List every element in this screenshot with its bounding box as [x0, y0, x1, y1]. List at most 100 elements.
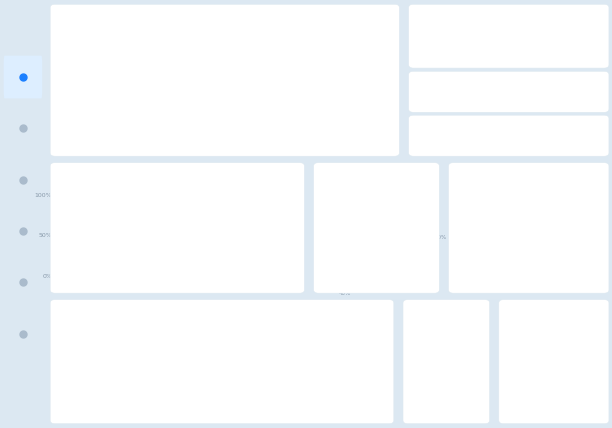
Text: Annual Information: Annual Information [53, 305, 167, 315]
Text: ▲: ▲ [101, 85, 108, 95]
Text: Wallet: Wallet [449, 9, 498, 23]
Text: 36: 36 [274, 76, 282, 81]
Bar [364, 400, 377, 407]
Bar [248, 102, 254, 133]
Bar [219, 81, 225, 133]
FancyBboxPatch shape [314, 107, 335, 129]
Bar [490, 199, 498, 280]
Text: 86: 86 [416, 355, 427, 364]
FancyBboxPatch shape [414, 9, 441, 29]
Bar [148, 396, 162, 407]
Text: 76%: 76% [86, 64, 132, 83]
Polygon shape [345, 202, 415, 270]
Text: Jan: Jan [188, 138, 203, 147]
Bar [175, 345, 188, 407]
Text: Real Time Visualization In Minutes: Real Time Visualization In Minutes [172, 169, 263, 174]
Wedge shape [76, 42, 147, 118]
Bar [506, 371, 518, 415]
Bar [310, 371, 323, 407]
Bar [67, 360, 81, 407]
Text: Feb: Feb [215, 138, 234, 147]
Text: 3: 3 [206, 13, 215, 27]
Bar [210, 102, 215, 133]
Text: 83%: 83% [456, 397, 468, 401]
Text: Ratio: Ratio [55, 28, 75, 37]
Bar [94, 347, 108, 407]
Text: +33%: +33% [529, 191, 553, 200]
Bar [283, 394, 296, 407]
Bar [239, 92, 245, 133]
Bar [442, 355, 452, 392]
Text: Expected: Expected [315, 281, 338, 285]
Text: 32: 32 [274, 60, 282, 65]
Text: Mar: Mar [245, 138, 263, 147]
Wedge shape [65, 38, 160, 132]
Bar [204, 92, 210, 133]
Text: Code: Code [346, 122, 358, 127]
Bar [67, 398, 81, 407]
Text: Percent: Percent [55, 12, 110, 24]
FancyBboxPatch shape [409, 347, 433, 372]
Text: 40: 40 [274, 44, 282, 49]
Circle shape [398, 259, 416, 277]
Bar [472, 334, 482, 392]
Text: 12: 12 [373, 110, 385, 119]
Text: +76%: +76% [572, 191, 596, 200]
Text: Loss: Loss [524, 377, 540, 383]
Bar [364, 371, 377, 407]
Text: 22: 22 [334, 92, 343, 98]
Bar [202, 364, 215, 407]
Bar [175, 393, 188, 407]
Bar [263, 71, 269, 133]
Text: $ 1 567 345 654: $ 1 567 345 654 [417, 94, 511, 104]
Bar [202, 398, 215, 407]
Text: %: % [411, 305, 424, 319]
Bar [337, 398, 350, 407]
Text: Live Information: Live Information [286, 12, 384, 22]
Bar [234, 61, 239, 133]
Bar [547, 367, 558, 415]
Bar [284, 92, 332, 97]
Text: 40: 40 [373, 44, 382, 50]
Bar [121, 372, 135, 407]
Wedge shape [76, 95, 140, 118]
Text: Income
Statistics: Income Statistics [510, 310, 562, 331]
Text: ♥: ♥ [574, 16, 586, 29]
Text: Income ▲: Income ▲ [417, 122, 450, 128]
FancyBboxPatch shape [553, 7, 607, 65]
Text: ▼ 15%: ▼ 15% [102, 85, 133, 95]
Text: $ 1 789 756 234: $ 1 789 756 234 [417, 138, 511, 148]
Text: 22: 22 [274, 92, 282, 97]
Text: Spread: Spread [524, 361, 549, 367]
Text: 45%: 45% [441, 397, 453, 401]
Text: 19: 19 [319, 110, 330, 119]
Text: Income: Income [524, 393, 550, 399]
Text: 61: 61 [416, 386, 427, 395]
Bar [121, 400, 135, 407]
Text: Spread: Spread [359, 281, 376, 285]
Text: 32: 32 [356, 59, 365, 65]
Text: Month: Month [214, 13, 260, 27]
FancyBboxPatch shape [287, 107, 308, 129]
Text: Copy: Copy [319, 122, 331, 127]
Bar [283, 347, 296, 407]
Text: Live Information: Live Information [53, 169, 151, 178]
Text: 100%: 100% [143, 122, 167, 131]
Text: ●: ● [577, 43, 583, 52]
Text: Real Time Data Graph: Real Time Data Graph [286, 31, 348, 36]
Text: (Year): (Year) [510, 352, 528, 357]
FancyBboxPatch shape [508, 392, 521, 401]
Bar [196, 92, 201, 133]
FancyBboxPatch shape [508, 360, 521, 369]
Bar [148, 357, 162, 407]
Bar [254, 81, 259, 133]
Wedge shape [65, 101, 95, 129]
Text: Percentile: Percentile [457, 209, 466, 247]
FancyBboxPatch shape [341, 107, 363, 129]
Bar [269, 51, 274, 133]
FancyBboxPatch shape [409, 315, 433, 341]
Bar [229, 366, 242, 407]
Text: 67%: 67% [471, 397, 483, 401]
Bar [225, 71, 230, 133]
Bar [176, 102, 181, 133]
